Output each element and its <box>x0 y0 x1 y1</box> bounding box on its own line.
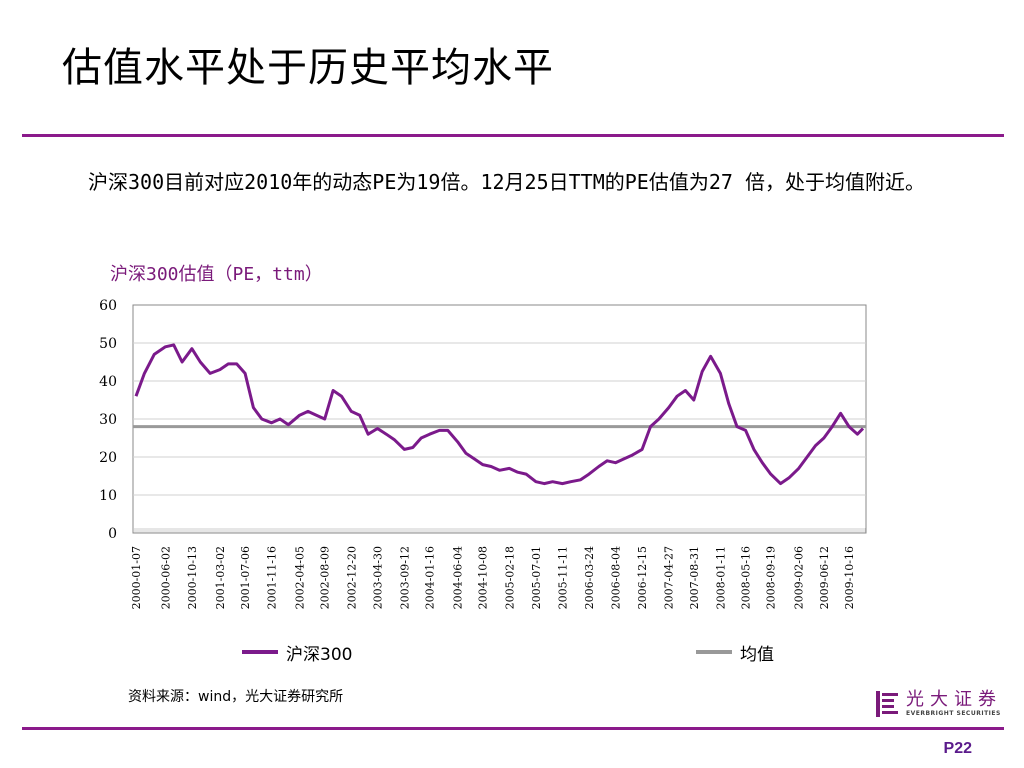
x-tick-label: 2002-12-20 <box>345 546 358 609</box>
x-tick-label: 2008-09-19 <box>765 546 778 609</box>
footer-divider <box>22 727 1004 730</box>
x-tick-label: 2001-07-06 <box>239 546 252 609</box>
x-tick-label: 2007-04-27 <box>663 546 676 609</box>
x-tick-label: 2008-05-16 <box>740 546 753 609</box>
x-tick-label: 2005-11-11 <box>556 546 569 609</box>
legend-swatch-mean <box>696 650 732 654</box>
legend-item-mean: 均值 <box>696 641 774 665</box>
x-tick-label: 2002-08-09 <box>319 546 332 609</box>
legend-swatch-hs300 <box>242 650 278 654</box>
legend-item-hs300: 沪深300 <box>242 641 353 665</box>
x-tick-label: 2005-07-01 <box>530 546 543 609</box>
y-tick-label: 50 <box>99 336 117 352</box>
y-axis-tick-labels: 0 10 20 30 40 50 60 <box>99 298 117 542</box>
x-tick-label: 2001-03-02 <box>214 546 227 609</box>
x-tick-label: 2003-04-30 <box>371 546 384 609</box>
x-tick-label: 2000-10-13 <box>186 546 199 609</box>
x-tick-label: 2009-10-16 <box>843 546 856 609</box>
x-axis-minor-ticks <box>134 528 866 533</box>
title-divider <box>22 134 1004 137</box>
legend-label-mean: 均值 <box>740 644 774 665</box>
x-tick-label: 2000-01-07 <box>130 546 143 609</box>
x-tick-label: 2007-08-31 <box>688 546 701 609</box>
x-tick-label: 2006-12-15 <box>636 546 649 609</box>
x-tick-label: 2009-02-06 <box>793 546 806 609</box>
y-tick-label: 60 <box>99 298 117 314</box>
y-tick-label: 30 <box>99 412 117 428</box>
y-tick-label: 20 <box>99 450 117 466</box>
logo-english-text: EVERBRIGHT SECURITIES <box>906 710 1001 717</box>
slide-title: 估值水平处于历史平均水平 <box>62 45 554 91</box>
summary-text: 沪深300目前对应2010年的动态PE为19倍。12月25日TTM的PE估值为2… <box>88 170 925 194</box>
y-tick-label: 0 <box>108 526 117 542</box>
x-tick-label: 2004-10-08 <box>477 546 490 609</box>
x-tick-label: 2001-11-16 <box>266 546 279 609</box>
y-tick-label: 10 <box>99 488 117 504</box>
x-tick-label: 2004-01-16 <box>424 546 437 609</box>
page-number: P22 <box>943 740 972 757</box>
x-tick-label: 2006-08-04 <box>610 546 623 609</box>
x-tick-label: 2006-03-24 <box>583 546 596 609</box>
x-tick-label: 2004-06-04 <box>452 546 465 609</box>
x-tick-label: 2002-04-05 <box>294 546 307 609</box>
legend-label-hs300: 沪深300 <box>286 644 353 665</box>
y-tick-label: 40 <box>99 374 117 390</box>
company-logo: 光大证券 EVERBRIGHT SECURITIES <box>876 690 1002 718</box>
series-lines <box>133 343 866 486</box>
everbright-logo-icon <box>876 691 898 717</box>
gridlines <box>133 342 866 496</box>
x-tick-label: 2005-02-18 <box>503 546 516 609</box>
x-axis-tick-labels: 2000-01-07 2000-06-02 2000-10-13 2001-03-02… <box>130 546 856 609</box>
chart-title: 沪深300估值（PE，ttm） <box>110 264 323 285</box>
x-tick-label: 2009-06-12 <box>818 546 831 609</box>
source-note: 资料来源：wind，光大证券研究所 <box>128 689 344 705</box>
logo-chinese-text: 光大证券 <box>906 689 1002 710</box>
x-tick-label: 2008-01-11 <box>714 546 727 609</box>
series-line-hs300 <box>134 343 865 486</box>
x-tick-label: 2000-06-02 <box>159 546 172 609</box>
x-tick-label: 2003-09-12 <box>398 546 411 609</box>
